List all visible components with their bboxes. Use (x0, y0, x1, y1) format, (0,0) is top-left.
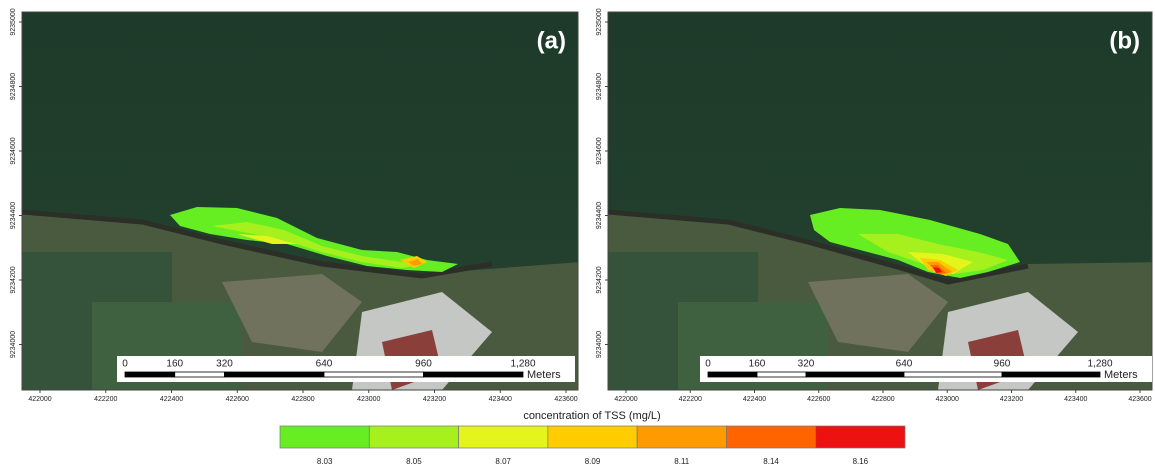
legend-title: concentration of TSS (mg/L) (523, 410, 660, 422)
legend-label: 8.07 (495, 457, 511, 466)
y-tick-label: 9234600 (10, 137, 17, 164)
scale-bar-segment (225, 372, 325, 377)
scale-bar-label: 320 (798, 359, 815, 370)
x-tick-label: 422000 (28, 396, 51, 403)
x-tick-label: 422800 (291, 396, 314, 403)
scale-bar-segment (757, 372, 806, 377)
scale-bar-label: 960 (994, 359, 1011, 370)
x-tick-label: 422200 (94, 396, 117, 403)
y-tick-label: 9235000 (10, 8, 17, 35)
x-tick-label: 422600 (807, 396, 830, 403)
panel-label: (b) (1109, 27, 1140, 54)
legend-swatch (369, 426, 458, 448)
legend-label: 8.16 (853, 457, 869, 466)
panel-label: (a) (537, 27, 566, 54)
legend-label: 8.09 (585, 457, 601, 466)
y-tick-label: 9234200 (10, 266, 17, 293)
x-tick-label: 423600 (1128, 396, 1151, 403)
scale-bar-label: 0 (705, 359, 711, 370)
scale-bar-label: 640 (316, 359, 333, 370)
x-tick-label: 423400 (489, 396, 512, 403)
scale-bar-unit: Meters (1104, 369, 1138, 381)
x-tick-label: 422600 (226, 396, 249, 403)
scale-bar-box (117, 356, 575, 382)
scale-bar-label: 160 (166, 359, 183, 370)
scale-bar-segment (904, 372, 1002, 377)
legend-swatch (459, 426, 548, 448)
x-tick-label: 422800 (871, 396, 894, 403)
y-tick-label: 9234800 (10, 73, 17, 100)
x-tick-label: 423400 (1064, 396, 1087, 403)
scale-bar-box (700, 356, 1152, 382)
scale-bar-segment (125, 372, 175, 377)
legend: concentration of TSS (mg/L) 8.03 8.05 8.07 8… (280, 410, 905, 466)
x-tick-label: 422400 (160, 396, 183, 403)
scale-bar-segment (1002, 372, 1100, 377)
legend-swatch (816, 426, 905, 448)
x-tick-label: 422000 (614, 396, 637, 403)
page: {"panels": [ {"label": "(a)", "y_ticks":… (0, 0, 1155, 468)
legend-label: 8.11 (674, 457, 690, 466)
scale-bar-segment (806, 372, 904, 377)
x-tick-label: 423200 (1000, 396, 1023, 403)
y-tick-label: 9234400 (10, 202, 17, 229)
legend-swatch (280, 426, 369, 448)
x-tick-label: 422200 (679, 396, 702, 403)
legend-swatch (637, 426, 726, 448)
scale-bar-segment (424, 372, 524, 377)
scale-bar-label: 960 (415, 359, 432, 370)
legend-label: 8.14 (763, 457, 779, 466)
scale-bar-label: 160 (749, 359, 766, 370)
y-tick-label: 9234800 (596, 73, 603, 100)
x-tick-label: 423600 (554, 396, 577, 403)
y-tick-label: 9234200 (596, 266, 603, 293)
map-image (608, 12, 1155, 390)
x-tick-label: 423000 (357, 396, 380, 403)
scale-bar-segment (324, 372, 424, 377)
scale-bar-segment (708, 372, 757, 377)
y-tick-label: 9234600 (596, 137, 603, 164)
scale-bar-label: 0 (122, 359, 128, 370)
legend-swatch (726, 426, 815, 448)
y-tick-label: 9234000 (596, 331, 603, 358)
map-panel: (a) 9235000 9234800 9234600 9234400 9234200 92… (10, 8, 582, 403)
map-panel: (b) 9235000 9234800 9234600 9234400 9234200 92… (596, 8, 1155, 403)
y-tick-label: 9235000 (596, 8, 603, 35)
x-tick-label: 423000 (936, 396, 959, 403)
scale-bar-unit: Meters (527, 369, 561, 381)
x-tick-label: 423200 (423, 396, 446, 403)
y-tick-label: 9234400 (596, 202, 603, 229)
legend-label: 8.03 (317, 457, 333, 466)
scale-bar-label: 640 (896, 359, 913, 370)
legend-swatch (548, 426, 637, 448)
figure: (a) 9235000 9234800 9234600 9234400 9234200 92… (0, 0, 1155, 468)
y-tick-label: 9234000 (10, 331, 17, 358)
x-tick-label: 422400 (743, 396, 766, 403)
scale-bar-segment (175, 372, 225, 377)
scale-bar-label: 320 (216, 359, 233, 370)
legend-label: 8.05 (406, 457, 422, 466)
map-image (22, 12, 582, 390)
